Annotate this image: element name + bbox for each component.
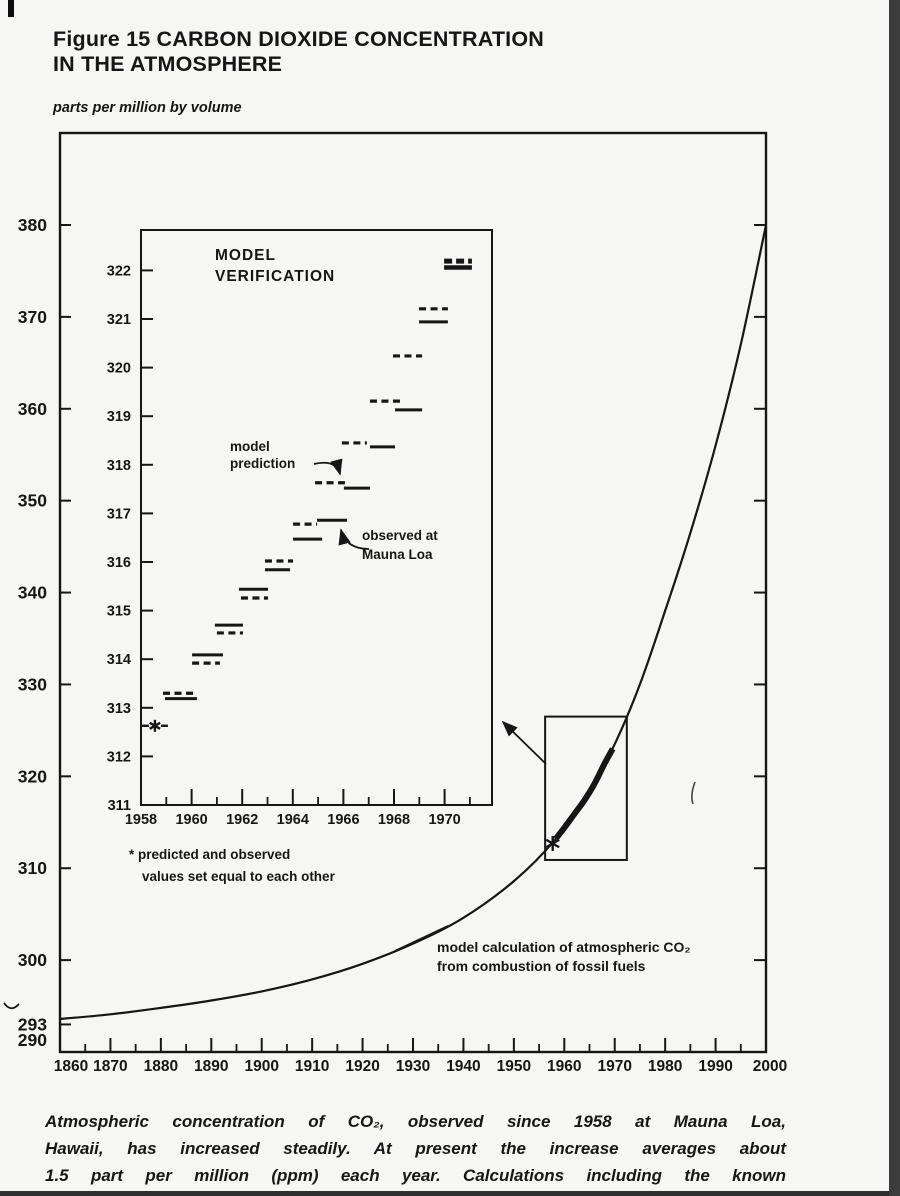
x-tick-label: 1910 (295, 1058, 329, 1075)
y-tick-label: 370 (18, 307, 47, 327)
inset-y-tick-label: 316 (107, 555, 131, 571)
y-tick-label: 320 (18, 766, 47, 786)
inset-x-tick-label: 1968 (378, 812, 410, 828)
inset-data-segments (163, 258, 472, 701)
caption-line2: Hawaii, has increased steadily. At prese… (45, 1139, 786, 1158)
y-tick-label: 340 (18, 583, 47, 603)
figure-title-line2: IN THE ATMOSPHERE (53, 52, 283, 76)
inset-x-tick-label: 1964 (277, 812, 309, 828)
inset-x-tick-label: 1962 (226, 812, 258, 828)
inset-y-tick-label: 322 (107, 263, 131, 279)
inset-y-tick-label: 318 (107, 458, 131, 474)
zoom-region-box (544, 715, 628, 861)
main-right-axis-ticks (754, 223, 766, 962)
y-tick-label: 293 (18, 1014, 47, 1034)
x-tick-label: 1920 (345, 1058, 379, 1075)
inset-title-line2: VERIFICATION (215, 268, 336, 285)
y-tick-label: 330 (18, 674, 47, 694)
inset-y-tick-label: 311 (108, 798, 131, 814)
figure-title-line1: Figure 15 CARBON DIOXIDE CONCENTRATION (53, 27, 544, 51)
inset-y-tick-label: 320 (107, 361, 131, 377)
observed-at-mauna-loa-annotation: observed at Mauna Loa (362, 526, 438, 564)
x-tick-label: 1860 (54, 1058, 88, 1075)
x-tick-label: 1940 (446, 1058, 480, 1075)
x-tick-label: 1960 (547, 1058, 581, 1075)
observed-label-line2: Mauna Loa (362, 547, 433, 562)
caption-line3: 1.5 part per million (ppm) each year. Ca… (45, 1166, 786, 1185)
model-prediction-line2: prediction (230, 456, 296, 471)
figure-title: Figure 15 CARBON DIOXIDE CONCENTRATION I… (53, 27, 544, 77)
asterisk-marker (545, 838, 560, 849)
asterisk-marker (149, 721, 161, 730)
inset-y-tick-label: 314 (107, 652, 131, 668)
inset-y-tick-label: 321 (107, 312, 131, 328)
x-tick-label: 1870 (93, 1058, 127, 1075)
x-tick-label: 1890 (194, 1058, 228, 1075)
inset-footnote-line2: values set equal to each other (142, 869, 335, 884)
model-prediction-line1: model (230, 439, 270, 454)
caption-line1: Atmospheric concentration of CO₂, observ… (45, 1112, 786, 1131)
x-tick-label: 1900 (244, 1058, 278, 1075)
inset-x-tick-label: 1970 (428, 812, 460, 828)
figure-caption: Atmospheric concentration of CO₂, observ… (45, 1108, 786, 1189)
x-tick-label: 1880 (144, 1058, 178, 1075)
inset-x-tick-label: 1966 (327, 812, 359, 828)
inset-y-tick-label: 312 (107, 749, 131, 765)
y-axis-units-label: parts per million by volume (53, 100, 242, 116)
x-tick-label: 2000 (753, 1058, 787, 1075)
main-x-axis: 1860 1870 1880 1890 1900 1910 1920 1930 1940 1950… (54, 1038, 787, 1075)
scan-artifact-squiggle (691, 781, 696, 805)
inset-y-tick-label: 313 (107, 701, 131, 717)
model-prediction-annotation: model prediction (230, 438, 295, 472)
zoom-box-to-inset-arrow (501, 720, 547, 765)
model-prediction-arrow (313, 458, 343, 476)
curve-label-line1: model calculation of atmospheric CO₂ (437, 939, 691, 955)
inset-y-axis: 311 312 313 314 315 316 317 318 319 320 321 322 (107, 263, 153, 814)
x-tick-label: 1980 (648, 1058, 682, 1075)
inset-model-verification-chart: 311 312 313 314 315 316 317 318 319 320 321 322 1958… (107, 229, 493, 828)
inset-footnote-line1: * predicted and observed (129, 847, 291, 862)
y-tick-label: 350 (18, 491, 47, 511)
observed-overlay-curve (553, 747, 616, 841)
viewer-background-strip-bottom (0, 1191, 889, 1196)
scan-artifact-corner-mark (8, 0, 14, 17)
inset-title-line1: MODEL (215, 247, 276, 264)
main-plot-frame (58, 131, 768, 1054)
y-tick-label: 310 (18, 858, 47, 878)
curve-label-leader-line (394, 925, 449, 952)
y-tick-label: 360 (18, 399, 47, 419)
x-tick-label: 1970 (597, 1058, 631, 1075)
y-tick-label: 380 (18, 215, 47, 235)
inset-plot-frame (140, 229, 493, 806)
inset-y-tick-label: 317 (107, 506, 131, 522)
y-tick-label: 290 (18, 1030, 47, 1050)
inset-x-tick-label: 1960 (175, 812, 207, 828)
x-tick-label: 1990 (698, 1058, 732, 1075)
model-calculation-curve (59, 224, 768, 1020)
inset-x-tick-label: 1958 (125, 812, 157, 828)
main-curve-annotation: model calculation of atmospheric CO₂ fro… (437, 938, 691, 976)
observed-arrow (338, 528, 370, 550)
inset-footnote: * predicted and observed values set equa… (129, 844, 335, 888)
observed-label-line1: observed at (362, 528, 438, 543)
x-tick-label: 1930 (396, 1058, 430, 1075)
x-tick-label: 1950 (497, 1058, 531, 1075)
inset-x-axis: 1958 1960 1962 1964 1966 1968 1970 (125, 789, 471, 828)
y-tick-label: 300 (18, 950, 47, 970)
curve-label-line2: from combustion of fossil fuels (437, 958, 646, 974)
viewer-background-strip-right (889, 0, 900, 1196)
inset-y-tick-label: 319 (107, 409, 131, 425)
inset-title: MODEL VERIFICATION (215, 245, 335, 287)
scan-artifact-squiggle (3, 1002, 20, 1010)
inset-y-tick-label: 315 (107, 604, 131, 620)
